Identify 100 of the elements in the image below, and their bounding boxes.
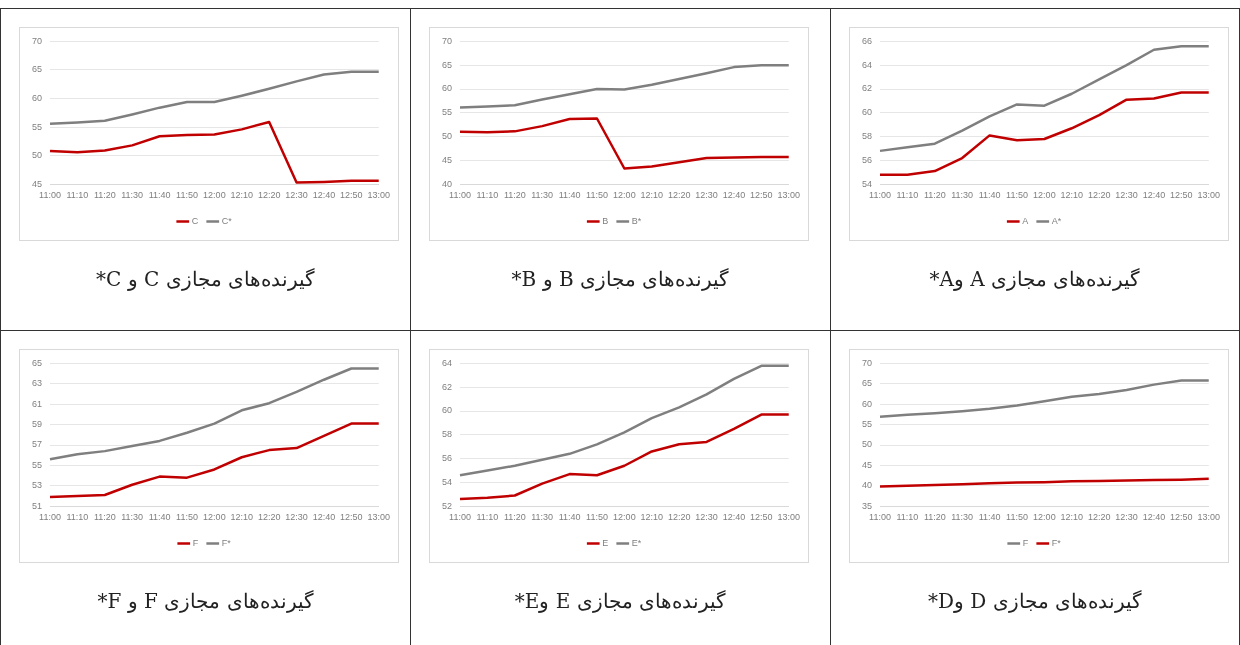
x-tick-label: 12:30 xyxy=(285,190,308,201)
x-tick-label: 11:20 xyxy=(923,190,946,201)
x-tick-label: 12:30 xyxy=(1115,190,1138,201)
y-tick-label: 70 xyxy=(862,357,873,368)
x-tick-label: 11:30 xyxy=(951,190,974,201)
text: گیرنده‌های مجازی B و B* xyxy=(510,267,731,291)
x-tick-label: 11:30 xyxy=(531,190,554,201)
x-tick-label: 11:00 xyxy=(39,512,61,523)
y-tick-label: 56 xyxy=(862,154,873,165)
legend-label: F* xyxy=(221,537,232,548)
x-tick-label: 12:00 xyxy=(613,512,636,523)
x-tick-label: 13:00 xyxy=(367,190,390,201)
legend-label: C xyxy=(191,215,199,226)
y-tick-label: 51 xyxy=(32,500,43,511)
x-tick-label: 12:20 xyxy=(257,190,281,201)
x-tick-label: 11:50 xyxy=(176,190,198,201)
y-tick-label: 65 xyxy=(32,357,43,368)
x-tick-label: 11:50 xyxy=(586,512,608,523)
y-tick-label: 35 xyxy=(862,500,873,511)
x-tick-label: 12:10 xyxy=(230,190,254,201)
x-tick-label: 11:20 xyxy=(503,190,526,201)
y-tick-label: 55 xyxy=(862,419,873,430)
y-tick-label: 50 xyxy=(442,131,453,142)
x-tick-label: 12:00 xyxy=(1033,512,1056,523)
x-tick-label: 12:40 xyxy=(722,190,746,201)
x-tick-label: 13:00 xyxy=(777,512,800,523)
text: گیرنده‌های مجازی D وD* xyxy=(926,589,1144,613)
x-tick-label: 12:40 xyxy=(722,512,746,523)
x-tick-label: 12:00 xyxy=(1033,190,1056,201)
legend-label: A xyxy=(1022,215,1029,226)
legend-label: B* xyxy=(631,215,642,226)
x-tick-label: 11:30 xyxy=(121,512,144,523)
x-tick-label: 11:40 xyxy=(558,512,581,523)
x-tick-label: 12:10 xyxy=(640,190,664,201)
y-tick-label: 55 xyxy=(32,459,43,470)
y-tick-label: 50 xyxy=(862,439,873,450)
x-tick-label: 11:10 xyxy=(476,512,499,523)
x-tick-label: 13:00 xyxy=(367,512,390,523)
x-tick-label: 12:50 xyxy=(1170,512,1193,523)
x-tick-label: 11:20 xyxy=(93,512,116,523)
y-tick-label: 63 xyxy=(32,378,43,389)
x-tick-label: 12:50 xyxy=(340,190,363,201)
y-tick-label: 60 xyxy=(32,93,43,103)
legend-label: F* xyxy=(1051,537,1062,548)
y-tick-label: 45 xyxy=(32,178,43,189)
y-tick-label: 60 xyxy=(442,83,453,94)
y-tick-label: 70 xyxy=(442,35,453,46)
legend-label: F xyxy=(192,537,199,548)
x-tick-label: 12:20 xyxy=(667,190,691,201)
legend-label: A* xyxy=(1051,215,1062,226)
y-tick-label: 61 xyxy=(32,398,43,409)
y-tick-label: 58 xyxy=(862,131,873,142)
y-tick-label: 54 xyxy=(442,476,453,487)
y-tick-label: 50 xyxy=(32,150,43,161)
x-tick-label: 11:40 xyxy=(978,512,1001,523)
y-tick-label: 70 xyxy=(32,35,43,46)
legend-label: B xyxy=(602,215,609,226)
x-tick-label: 11:00 xyxy=(39,190,61,201)
x-tick-label: 11:40 xyxy=(978,190,1001,201)
legend-label: F xyxy=(1022,537,1029,548)
x-tick-label: 12:00 xyxy=(613,190,636,201)
x-tick-label: 13:00 xyxy=(777,190,800,201)
y-tick-label: 54 xyxy=(862,178,873,189)
y-tick-label: 53 xyxy=(32,480,43,491)
x-tick-label: 12:30 xyxy=(285,512,308,523)
x-tick-label: 11:20 xyxy=(93,190,116,201)
x-tick-label: 12:40 xyxy=(312,190,336,201)
x-tick-label: 11:50 xyxy=(1006,512,1028,523)
legend-label: C* xyxy=(221,215,233,226)
text: گیرنده‌های مجازی C و C* xyxy=(94,267,317,291)
y-tick-label: 56 xyxy=(442,453,453,464)
x-tick-label: 11:40 xyxy=(148,512,171,523)
legend-label: E* xyxy=(631,537,642,548)
y-tick-label: 58 xyxy=(442,429,453,440)
legend-label: E xyxy=(602,537,609,548)
y-tick-label: 66 xyxy=(862,35,873,46)
x-tick-label: 11:40 xyxy=(558,190,581,201)
y-tick-label: 55 xyxy=(442,107,453,118)
y-tick-label: 57 xyxy=(32,439,43,450)
x-tick-label: 12:10 xyxy=(230,512,254,523)
y-tick-label: 55 xyxy=(32,121,43,132)
y-tick-label: 62 xyxy=(862,83,873,94)
x-tick-label: 11:30 xyxy=(121,190,144,201)
x-tick-label: 11:30 xyxy=(531,512,554,523)
x-tick-label: 12:20 xyxy=(257,512,281,523)
x-tick-label: 12:20 xyxy=(1087,190,1111,201)
x-tick-label: 13:00 xyxy=(1197,190,1220,201)
x-tick-label: 11:40 xyxy=(148,190,171,201)
x-tick-label: 11:50 xyxy=(176,512,198,523)
x-tick-label: 12:40 xyxy=(1142,512,1166,523)
y-tick-label: 64 xyxy=(442,357,453,368)
y-tick-label: 60 xyxy=(862,107,873,118)
x-tick-label: 11:50 xyxy=(1006,190,1028,201)
x-tick-label: 12:30 xyxy=(1115,512,1138,523)
y-tick-label: 60 xyxy=(442,405,453,416)
y-tick-label: 45 xyxy=(442,154,453,165)
x-tick-label: 11:00 xyxy=(869,190,891,201)
text: گیرنده‌های مجازی E وE* xyxy=(513,589,728,613)
x-tick-label: 12:20 xyxy=(667,512,691,523)
x-tick-label: 11:00 xyxy=(869,512,891,523)
